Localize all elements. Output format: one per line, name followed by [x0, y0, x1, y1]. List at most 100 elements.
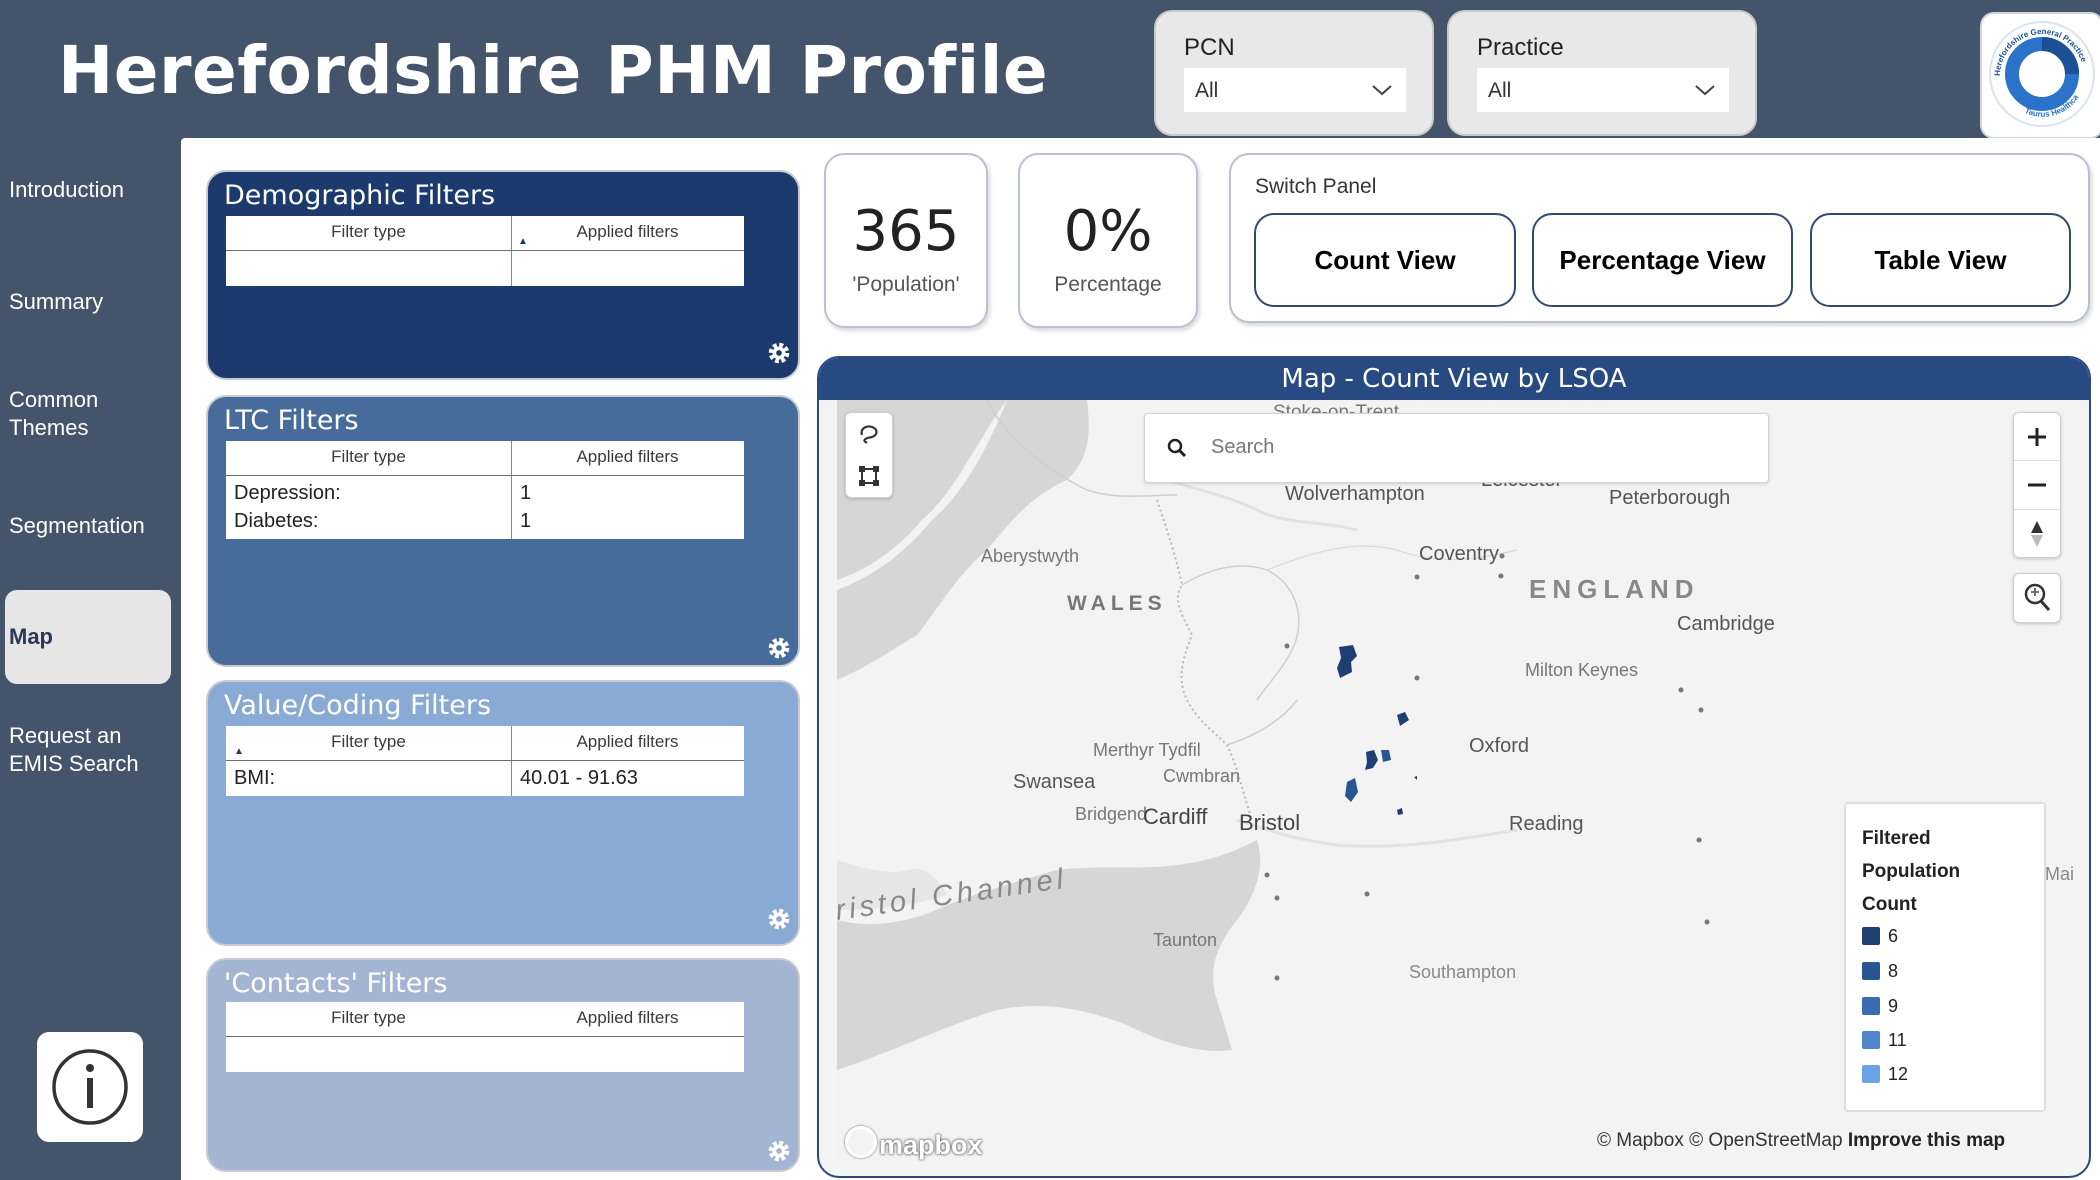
column-header-applied-filters[interactable]: Applied filters — [576, 732, 679, 751]
lsoa-area — [1365, 750, 1378, 770]
map-tool-group — [845, 412, 893, 498]
percentage-value: 0% — [1063, 199, 1153, 264]
nav-item-map[interactable]: Map — [5, 590, 171, 684]
practice-dropdown[interactable]: All — [1477, 68, 1729, 112]
filter-type-cell: Diabetes: — [234, 510, 319, 532]
legend-swatch — [1862, 962, 1880, 980]
legend-item-label: 9 — [1888, 996, 1899, 1016]
sidebar-nav: Introduction Summary Common Themes Segme… — [0, 138, 180, 1180]
info-button[interactable] — [37, 1032, 143, 1142]
zoom-to-fit-icon[interactable] — [2023, 582, 2051, 612]
bristol-channel-sea — [837, 840, 1261, 1070]
column-header-filter-type[interactable]: Filter type — [331, 732, 406, 751]
applied-filter-cell: 40.01 - 91.63 — [520, 767, 638, 789]
contacts-filters-title: 'Contacts' Filters — [224, 968, 448, 999]
search-icon — [1167, 438, 1187, 458]
percentage-label: Percentage — [1054, 273, 1162, 296]
value-coding-filters-table: Filter type Applied filters ▲ BMI: 40.01… — [226, 726, 744, 796]
legend-item-label: 8 — [1888, 961, 1899, 981]
nav-item-common-themes[interactable]: Common Themes — [9, 387, 99, 440]
legend-swatch — [1862, 997, 1880, 1015]
population-label: 'Population' — [852, 273, 960, 296]
lsoa-area — [1414, 776, 1417, 780]
improve-map-link[interactable]: Improve this map — [1847, 1130, 2006, 1151]
filter-type-cell: Depression: — [234, 482, 341, 504]
map-search-box[interactable]: Search — [1144, 413, 1769, 483]
place-label: Oxford — [1469, 735, 1529, 757]
map-title: Map - Count View by LSOA — [1281, 364, 1627, 394]
nav-item-request-emis-search[interactable]: Request an EMIS Search — [9, 723, 139, 776]
table-view-button[interactable]: Table View — [1810, 213, 2071, 307]
pcn-label: PCN — [1184, 34, 1235, 61]
place-label: Merthyr Tydfil — [1093, 740, 1201, 760]
nav-item-introduction[interactable]: Introduction — [9, 177, 124, 202]
practice-slicer[interactable]: Practice All — [1447, 10, 1757, 136]
rectangle-select-icon[interactable] — [858, 465, 880, 487]
column-header-filter-type[interactable]: Filter type — [331, 222, 406, 241]
table-row: Diabetes: 1 — [226, 508, 744, 536]
column-header-filter-type[interactable]: Filter type — [331, 447, 406, 466]
column-header-applied-filters[interactable]: Applied filters — [576, 447, 679, 466]
zoom-out-icon[interactable] — [2025, 473, 2049, 497]
legend-swatch — [1862, 927, 1880, 945]
lsoa-area — [1381, 750, 1391, 762]
value-coding-filters-title: Value/Coding Filters — [224, 690, 492, 721]
place-label: Milton Keynes — [1525, 660, 1638, 680]
switch-panel-label: Switch Panel — [1255, 175, 1377, 198]
column-header-applied-filters[interactable]: Applied filters — [576, 1008, 679, 1027]
pcn-dropdown[interactable]: All — [1184, 68, 1406, 112]
applied-filter-cell: 1 — [520, 510, 532, 532]
population-card: 365 'Population' — [824, 153, 988, 328]
pcn-slicer[interactable]: PCN All — [1154, 10, 1434, 136]
demographic-filters-panel: Demographic Filters Filter type Applied … — [206, 170, 800, 380]
chevron-down-icon — [1695, 85, 1715, 96]
place-label: Coventry — [1419, 543, 1499, 565]
compass-icon[interactable] — [2025, 519, 2049, 549]
map-canvas[interactable]: Stoke-on-Trent Wolverhampton Leicester P… — [837, 400, 2073, 1160]
lsoa-area — [1397, 712, 1409, 726]
attribution-text[interactable]: © Mapbox © OpenStreetMap — [1597, 1130, 1843, 1151]
place-label: Reading — [1509, 813, 1584, 835]
legend-swatch — [1862, 1065, 1880, 1083]
percentage-view-button[interactable]: Percentage View — [1532, 213, 1793, 307]
place-label: WALES — [1067, 592, 1167, 615]
count-view-button[interactable]: Count View — [1254, 213, 1516, 307]
lsoa-area — [1345, 778, 1358, 802]
gear-icon[interactable] — [766, 1138, 792, 1164]
lsoa-area — [1397, 808, 1403, 815]
pcn-value: All — [1195, 79, 1219, 102]
place-label: Aberystwyth — [981, 546, 1079, 566]
legend-swatch — [1862, 1031, 1880, 1049]
mapbox-icon — [845, 1126, 877, 1158]
mapbox-logo[interactable]: mapbox — [845, 1126, 983, 1161]
applied-filter-cell: 1 — [520, 482, 532, 504]
legend-title-line: Population — [1862, 861, 1961, 882]
gear-icon[interactable] — [766, 340, 792, 366]
nav-item-segmentation[interactable]: Segmentation — [9, 513, 145, 538]
legend-item: 6 — [1862, 926, 1898, 947]
zoom-in-icon[interactable] — [2025, 425, 2049, 449]
ltc-filters-table: Filter type Applied filters Depression: … — [226, 441, 744, 539]
place-label: Wolverhampton — [1285, 483, 1425, 505]
mapbox-logo-text: mapbox — [879, 1130, 983, 1160]
legend-item: 9 — [1862, 996, 1898, 1017]
gower — [837, 860, 947, 910]
gear-icon[interactable] — [766, 635, 792, 661]
nav-item-summary[interactable]: Summary — [9, 289, 104, 314]
place-label: Bristol — [1239, 810, 1300, 835]
legend-item-label: 6 — [1888, 926, 1899, 946]
column-header-applied-filters[interactable]: Applied filters — [576, 222, 679, 241]
place-label: Cambridge — [1677, 613, 1775, 635]
place-label: Bridgend — [1075, 804, 1147, 824]
practice-value: All — [1488, 79, 1512, 102]
sort-arrow-icon: ▲ — [234, 746, 244, 757]
legend-item: 12 — [1862, 1064, 1908, 1085]
legend-item-label: 12 — [1888, 1064, 1909, 1084]
demographic-filters-table: Filter type Applied filters ▲ — [226, 216, 744, 286]
lasso-icon[interactable] — [858, 423, 880, 445]
column-header-filter-type[interactable]: Filter type — [331, 1008, 406, 1027]
info-circle-icon — [52, 1049, 128, 1125]
gear-icon[interactable] — [766, 906, 792, 932]
page-title: Herefordshire PHM Profile — [58, 32, 1049, 109]
lsoa-area — [1337, 645, 1357, 678]
